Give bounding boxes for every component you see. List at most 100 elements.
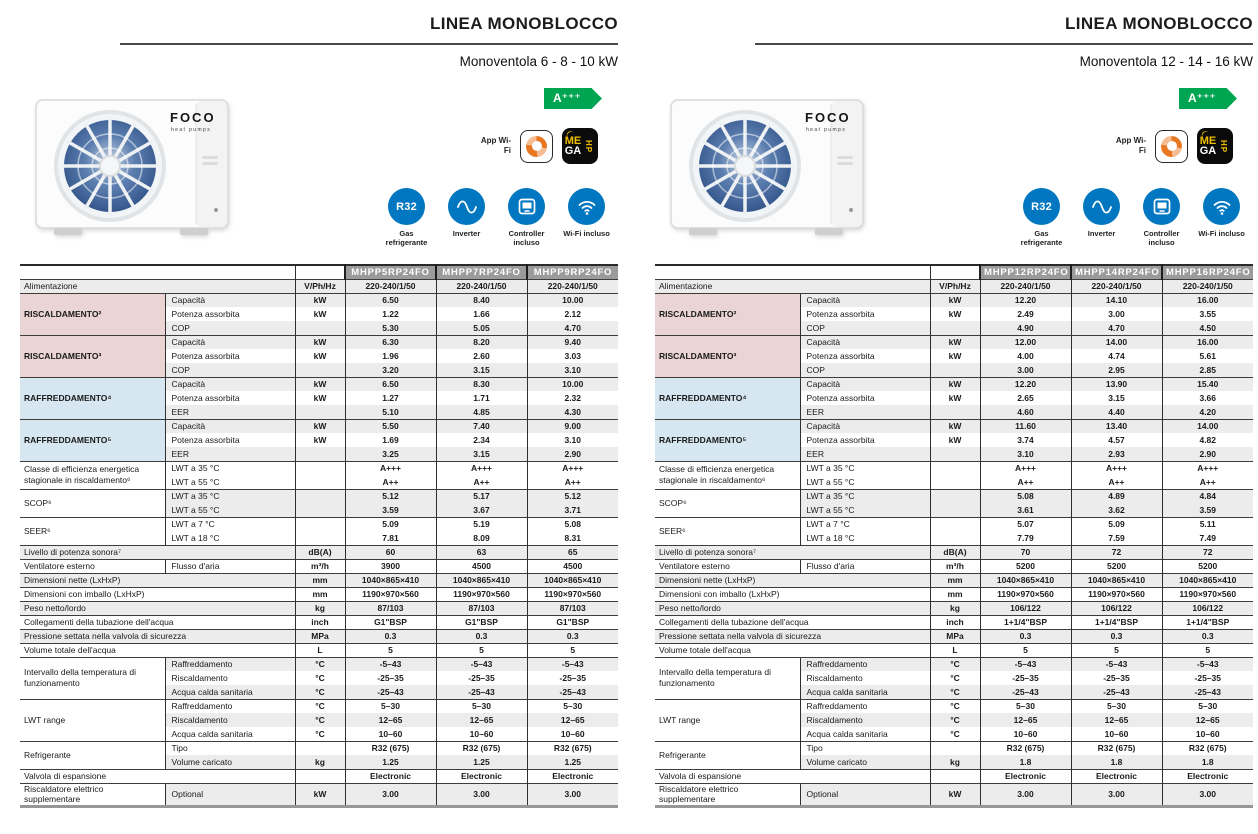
- value-cell: 10–60: [979, 727, 1071, 741]
- feature-controller: Controller incluso: [501, 188, 552, 248]
- row-sublabel: LWT a 55 °C: [799, 503, 930, 517]
- unit-cell: [929, 768, 981, 783]
- value-cell: 72: [1070, 544, 1162, 559]
- table-row: Riscaldatore elettrico supplementare Opti…: [655, 782, 1253, 807]
- value-cell: -25–35: [435, 671, 527, 685]
- table-row: RISCALDAMENTO² Capacità kW 12.20 14.10 16.00: [655, 292, 1253, 335]
- section-label: RAFFREDDAMENTO⁴: [655, 376, 800, 419]
- value-cell: R32 (675): [344, 740, 436, 755]
- row-sublabel: Optional: [799, 782, 930, 807]
- unit-cell: [929, 488, 981, 503]
- unit-cell: °C: [929, 727, 981, 741]
- feature-r32: R32 Gas refrigerante: [1016, 188, 1067, 248]
- value-cell: 0.3: [1161, 628, 1253, 643]
- section-label: SEER⁶: [655, 516, 800, 545]
- row-sublabel: Acqua calda sanitaria: [164, 727, 295, 741]
- value-cell: 5200: [979, 558, 1071, 573]
- table-row: Peso netto/lordo kg 106/122 106/122 106/122: [655, 600, 1253, 615]
- table-row: Peso netto/lordo kg 87/103 87/103 87/103: [20, 600, 618, 615]
- value-cell: 5.08: [526, 516, 618, 531]
- app-wifi-label: App Wi-Fi: [480, 136, 511, 155]
- table-row: RISCALDAMENTO² Capacità kW 6.50 8.40 10.00: [20, 292, 618, 335]
- value-cell: 3.67: [435, 503, 527, 517]
- unit-cell: [929, 321, 981, 335]
- value-cell: 3.59: [344, 503, 436, 517]
- model-name: MHPP14RP24FO: [1070, 265, 1162, 279]
- value-cell: 63: [435, 544, 527, 559]
- value-cell: 4.57: [1070, 433, 1162, 447]
- table-row: Potenza assorbita kW 2.65 3.15 3.66: [655, 391, 1253, 405]
- r32-text: R32: [396, 200, 417, 213]
- unit-cell: kW: [929, 334, 981, 349]
- unit-cell: kW: [294, 433, 346, 447]
- table-row: LWT range Raffreddamento °C 5–30 5–30 5–30: [655, 698, 1253, 741]
- section-label: RAFFREDDAMENTO⁵: [655, 418, 800, 461]
- unit-cell: kW: [929, 391, 981, 405]
- unit-cell: [294, 740, 346, 755]
- section-label: Refrigerante: [20, 740, 165, 769]
- unit-cell: kW: [929, 349, 981, 363]
- wifi-icon: [1203, 188, 1240, 225]
- section-label: Dimensioni con imballo (LxHxP): [20, 586, 295, 601]
- row-sublabel: LWT a 55 °C: [799, 475, 930, 489]
- inverter-icon: [448, 188, 485, 225]
- unit-cell: [929, 531, 981, 545]
- value-cell: 1.25: [526, 755, 618, 769]
- value-cell: 1040×865×410: [435, 572, 527, 587]
- row-sublabel: Capacità: [799, 292, 930, 307]
- value-cell: 3.74: [979, 433, 1071, 447]
- spec-table: MHPP5RP24FO MHPP7RP24FO MHPP9RP24FO Aliment…: [20, 264, 618, 808]
- unit-cell: °C: [929, 713, 981, 727]
- table-row: SCOP⁶ LWT a 35 °C 5.08 4.89 4.84: [655, 488, 1253, 517]
- value-cell: G1"BSP: [526, 614, 618, 629]
- table-row: Riscaldamento °C 12–65 12–65 12–65: [20, 713, 618, 727]
- value-cell: 5.12: [344, 488, 436, 503]
- row-sublabel: LWT a 55 °C: [164, 475, 295, 489]
- unit-cell: kg: [294, 600, 346, 615]
- value-cell: 3.15: [1070, 391, 1162, 405]
- section-label: Ventilatore esterno: [655, 558, 800, 573]
- value-cell: 1.25: [344, 755, 436, 769]
- value-cell: 4500: [526, 558, 618, 573]
- value-cell: 10–60: [1161, 727, 1253, 741]
- value-cell: 60: [344, 544, 436, 559]
- table-row: Collegamenti della tubazione dell'acqua i…: [20, 614, 618, 629]
- value-cell: 1.96: [344, 349, 436, 363]
- row-sublabel: Potenza assorbita: [164, 391, 295, 405]
- feature-inverter: Inverter: [1076, 188, 1127, 248]
- value-cell: 1040×865×410: [344, 572, 436, 587]
- value-cell: 5.05: [435, 321, 527, 335]
- row-sublabel: Potenza assorbita: [799, 433, 930, 447]
- value-cell: A++: [1070, 475, 1162, 489]
- value-cell: 2.34: [435, 433, 527, 447]
- unit-cell: °C: [294, 656, 346, 671]
- table-row: Riscaldamento °C 12–65 12–65 12–65: [655, 713, 1253, 727]
- value-cell: 3.00: [435, 782, 527, 807]
- section-label: SCOP⁶: [20, 488, 165, 517]
- mega-logo-text: ME GA: [565, 136, 582, 157]
- value-cell: 2.12: [526, 307, 618, 321]
- page-title: LINEA MONOBLOCCO: [1064, 14, 1253, 33]
- row-sublabel: Potenza assorbita: [164, 307, 295, 321]
- value-cell: 220-240/1/50: [979, 278, 1071, 293]
- value-cell: 8.30: [435, 376, 527, 391]
- value-cell: 1190×970×560: [435, 586, 527, 601]
- table-row: COP 4.90 4.70 4.50: [655, 321, 1253, 335]
- value-cell: A+++: [1070, 460, 1162, 475]
- value-cell: R32 (675): [979, 740, 1071, 755]
- value-cell: 4.30: [526, 405, 618, 419]
- table-row: Volume caricato kg 1.25 1.25 1.25: [20, 755, 618, 769]
- row-sublabel: LWT a 7 °C: [799, 516, 930, 531]
- value-cell: 4.00: [979, 349, 1071, 363]
- table-row: Refrigerante Tipo R32 (675) R32 (675) R32 (6…: [655, 740, 1253, 769]
- unit-cell: [294, 768, 346, 783]
- feature-label: Wi-Fi incluso: [1198, 229, 1245, 238]
- value-cell: 1040×865×410: [526, 572, 618, 587]
- table-row: Pressione settata nella valvola di sicur…: [20, 628, 618, 643]
- value-cell: 4.90: [979, 321, 1071, 335]
- section-label: Classe di efficienza energetica stagiona…: [20, 460, 165, 489]
- value-cell: 4.50: [1161, 321, 1253, 335]
- unit-cell: kW: [294, 418, 346, 433]
- value-cell: 1.66: [435, 307, 527, 321]
- value-cell: A+++: [979, 460, 1071, 475]
